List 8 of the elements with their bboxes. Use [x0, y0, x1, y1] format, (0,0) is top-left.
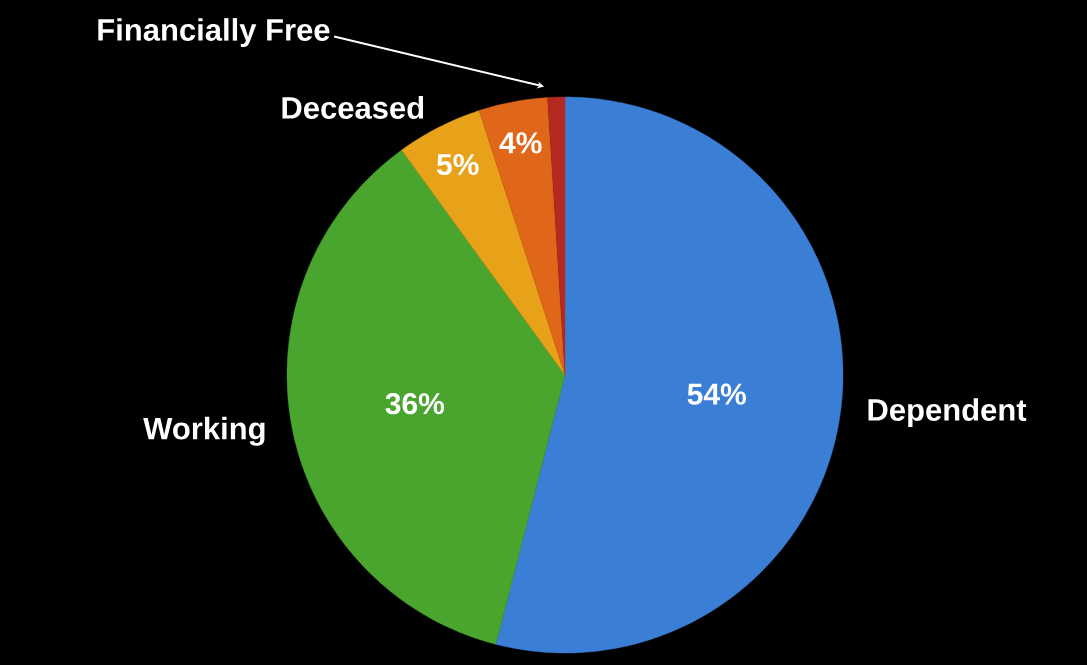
slice-label: Working	[143, 416, 265, 446]
data-label: 54%	[687, 383, 746, 405]
slice-label: Financially Free	[98, 18, 330, 48]
slice-label: Dependent	[868, 398, 1027, 428]
data-label: 5%	[436, 153, 479, 176]
data-label: 4%	[499, 132, 542, 154]
data-label: 36%	[385, 393, 445, 415]
slice-label: Deceased	[282, 96, 424, 119]
